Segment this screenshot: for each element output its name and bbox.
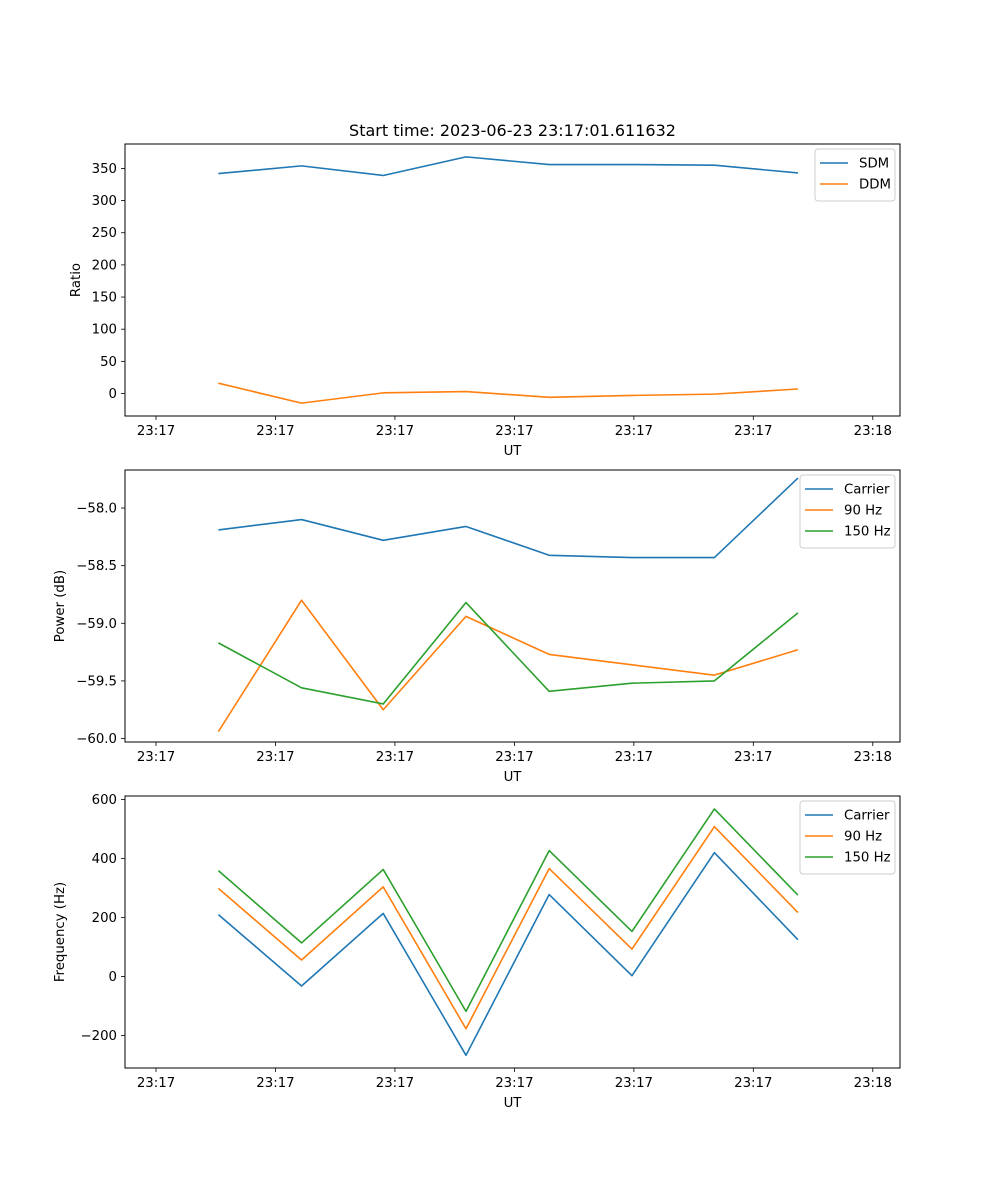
power-x-tick-label: 23:17	[495, 750, 533, 765]
ratio-y-tick-label: 150	[92, 291, 117, 306]
ratio-y-tick-label: 50	[100, 355, 117, 370]
power-x-tick-label: 23:17	[137, 750, 175, 765]
ratio-series-ddm-line	[218, 382, 798, 404]
frequency-x-tick-label: 23:17	[256, 1076, 294, 1091]
power-y-axis-label: Power (dB)	[53, 570, 68, 642]
ratio-x-tick-label: 23:17	[256, 424, 294, 439]
ratio-x-tick-label: 23:17	[734, 424, 772, 439]
power-axes-frame	[124, 469, 901, 743]
frequency-x-tick-label: 23:17	[734, 1076, 772, 1091]
frequency-x-tick-label: 23:17	[137, 1076, 175, 1091]
power-panel: 23:17 23:17 23:17 23:17 23:17 23:17 23:18 −60.0…	[53, 469, 901, 785]
power-y-tick-label: −59.5	[76, 674, 117, 689]
power-y-tick-label: −59.0	[76, 617, 117, 632]
power-legend	[799, 474, 896, 549]
power-x-tick-label: 23:17	[256, 750, 294, 765]
frequency-x-tick-label: 23:17	[615, 1076, 653, 1091]
ratio-y-tick-label: 250	[92, 226, 117, 241]
power-y-tick-label: −60.0	[76, 732, 117, 747]
frequency-legend-entry: 150 Hz	[844, 851, 891, 866]
ratio-x-tick-label: 23:17	[376, 424, 414, 439]
power-x-axis-label: UT	[504, 770, 523, 785]
frequency-x-axis-label: UT	[504, 1096, 523, 1111]
ratio-y-tick-label: 200	[92, 258, 117, 273]
power-legend-entry: 90 Hz	[844, 504, 882, 519]
frequency-y-tick-label: 600	[92, 793, 117, 808]
ratio-y-axis-label: Ratio	[69, 263, 84, 297]
frequency-panel: 23:17 23:17 23:17 23:17 23:17 23:17 23:18 −200 0…	[53, 793, 901, 1111]
frequency-y-axis-label: Frequency (Hz)	[53, 882, 68, 982]
ratio-panel: 23:17 23:17 23:17 23:17 23:17 23:17 23:18 0 50 10…	[69, 143, 901, 459]
power-x-tick-label: 23:17	[615, 750, 653, 765]
ratio-x-tick-label: 23:18	[854, 424, 892, 439]
frequency-x-tick-label: 23:17	[376, 1076, 414, 1091]
power-y-tick-label: −58.5	[76, 559, 117, 574]
figure-title: Start time: 2023-06-23 23:17:01.611632	[349, 121, 676, 140]
frequency-legend-entry: 90 Hz	[844, 830, 882, 845]
power-legend-entry: 150 Hz	[844, 525, 891, 540]
frequency-y-tick-label: 400	[92, 852, 117, 867]
frequency-legend-entry: Carrier	[844, 809, 890, 824]
power-series-90-hz-line	[217, 599, 799, 733]
power-y-tick-label: −58.0	[76, 502, 117, 517]
ratio-y-tick-label: 350	[92, 162, 117, 177]
ratio-x-tick-label: 23:17	[615, 424, 653, 439]
frequency-y-tick-label: −200	[80, 1029, 117, 1044]
frequency-series-90-hz-line	[217, 825, 799, 1030]
ratio-y-tick-label: 100	[92, 323, 117, 338]
ratio-x-tick-label: 23:17	[495, 424, 533, 439]
frequency-y-tick-label: 0	[109, 970, 117, 985]
frequency-y-tick-label: 200	[92, 911, 117, 926]
frequency-series-150-hz-line	[217, 808, 799, 1013]
power-x-tick-label: 23:17	[376, 750, 414, 765]
ratio-x-tick-label: 23:17	[137, 424, 175, 439]
power-series-carrier-line	[218, 477, 799, 559]
frequency-axes-frame	[124, 795, 901, 1069]
frequency-legend	[799, 800, 896, 875]
ratio-legend-entry: DDM	[859, 178, 891, 193]
power-x-tick-label: 23:18	[854, 750, 892, 765]
frequency-x-tick-label: 23:18	[854, 1076, 892, 1091]
ratio-y-tick-label: 0	[109, 387, 117, 402]
frequency-x-tick-label: 23:17	[495, 1076, 533, 1091]
ratio-x-axis-label: UT	[504, 444, 523, 459]
ratio-legend	[814, 148, 896, 202]
power-x-tick-label: 23:17	[734, 750, 772, 765]
ratio-legend-entry: SDM	[859, 157, 889, 172]
frequency-series-carrier-line	[217, 851, 799, 1057]
ratio-y-tick-label: 300	[92, 194, 117, 209]
ratio-series-sdm-line	[218, 156, 799, 177]
power-legend-entry: Carrier	[844, 483, 890, 498]
power-series-150-hz-line	[217, 601, 799, 705]
ratio-axes-frame	[124, 143, 901, 417]
